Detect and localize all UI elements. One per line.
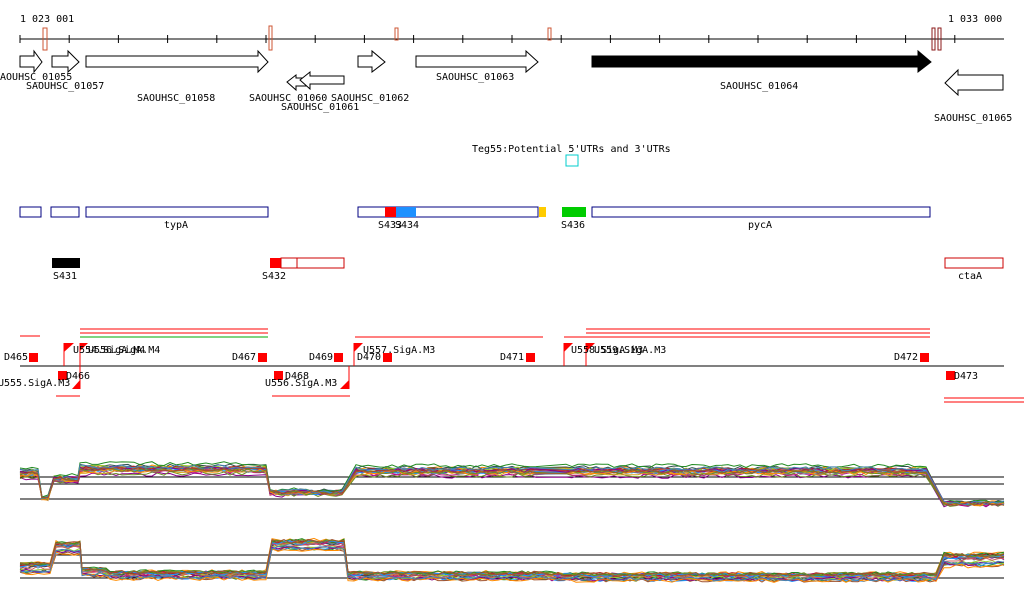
ruler-ticks <box>19 35 956 43</box>
feature-box-typa[interactable] <box>85 206 269 218</box>
feature-label: S436 <box>561 220 585 231</box>
feature-box-pyca[interactable] <box>591 206 931 218</box>
promoter-label: D467 <box>232 352 256 363</box>
feature-box[interactable] <box>50 206 80 218</box>
expression-trace <box>19 538 1005 577</box>
ruler-mark <box>937 27 942 51</box>
expression-trace <box>19 465 1005 506</box>
gene-arrow[interactable] <box>415 49 539 74</box>
expression-plot-lower <box>19 537 1005 583</box>
feature-s433[interactable] <box>385 207 396 217</box>
ruler-end-label: 1 033 000 <box>948 14 1002 25</box>
feature-label: S432 <box>262 271 286 282</box>
gene-label: SAOUHSC_01060 <box>249 93 327 104</box>
promoter-marker[interactable] <box>334 353 343 362</box>
feature-label: ctaA <box>958 271 982 282</box>
ruler-mark <box>42 27 48 51</box>
feature-s432[interactable] <box>270 258 281 268</box>
feature-label: S431 <box>53 271 77 282</box>
expression-trace <box>19 540 1005 577</box>
expression-trace <box>19 545 1005 582</box>
feature-label: S433 <box>378 220 402 231</box>
siga-marker[interactable] <box>72 380 80 389</box>
gene-arrow[interactable] <box>51 49 80 74</box>
promoter-label: D465 <box>4 352 28 363</box>
feature-track: typA S433 S434 S436 pycA <box>19 206 931 231</box>
siga-label: U556.SigA.M3 <box>265 378 337 389</box>
promoter-marker[interactable] <box>258 353 267 362</box>
gene-label: SAOUHSC_01065 <box>934 113 1012 124</box>
coordinate-ruler: 1 023 001 1 033 000 <box>19 14 1004 51</box>
feature-yellow[interactable] <box>539 207 546 217</box>
gene-arrow[interactable] <box>299 70 345 91</box>
gene-arrow-highlighted[interactable] <box>591 49 932 74</box>
expression-trace <box>19 538 1005 577</box>
promoter-marker[interactable] <box>920 353 929 362</box>
ruler-mark <box>547 27 552 41</box>
promoter-marker[interactable] <box>946 371 955 380</box>
promoter-track: D465 D466 D467 D468 D469 D470 D471 D472 … <box>0 328 1024 403</box>
ruler-mark <box>268 25 273 51</box>
utr-box[interactable] <box>565 154 579 167</box>
siga-label: U559.SigA.M3 <box>594 345 666 356</box>
siga-label: U554.SigA.M4 <box>73 345 145 356</box>
gene-label: SAOUHSC_01064 <box>720 81 798 92</box>
feature-box[interactable] <box>280 257 298 269</box>
siga-marker[interactable] <box>80 343 88 351</box>
feature-label: S434 <box>395 220 419 231</box>
ruler-mark <box>931 27 936 51</box>
gene-track: SAOUHSC_01055 SAOUHSC_01057 SAOUHSC_0105… <box>0 49 1012 124</box>
feature-box[interactable] <box>357 206 539 218</box>
gene-arrow[interactable] <box>944 68 1004 97</box>
gene-label: SAOUHSC_01055 <box>0 72 72 83</box>
feature-s431[interactable] <box>52 258 80 268</box>
promoter-label: D466 <box>66 371 90 382</box>
siga-label: U557.SigA.M3 <box>363 345 435 356</box>
gene-label: SAOUHSC_01058 <box>137 93 215 104</box>
feature-box[interactable] <box>296 257 345 269</box>
siga-label: U558.SigA.M3 <box>571 345 643 356</box>
promoter-marker[interactable] <box>29 353 38 362</box>
siga-label: U556.SigA.M4 <box>88 345 160 356</box>
promoter-label: D469 <box>309 352 333 363</box>
feature-label: typA <box>164 220 188 231</box>
siga-label: U555.SigA.M3 <box>0 378 70 389</box>
gene-arrow[interactable] <box>19 49 43 74</box>
siga-marker[interactable] <box>564 343 573 352</box>
siga-marker[interactable] <box>340 380 349 389</box>
expression-trace <box>19 464 1005 506</box>
promoter-marker[interactable] <box>526 353 535 362</box>
promoter-label: D473 <box>954 371 978 382</box>
promoter-marker[interactable] <box>58 371 67 380</box>
feature-label: pycA <box>748 220 772 231</box>
siga-marker[interactable] <box>586 343 595 352</box>
expression-trace <box>19 466 1005 506</box>
promoter-marker[interactable] <box>274 371 283 380</box>
expression-plot-upper <box>19 461 1005 508</box>
gene-arrow[interactable] <box>85 49 269 74</box>
promoter-marker[interactable] <box>383 353 392 362</box>
gene-label: SAOUHSC_01061 <box>281 102 359 113</box>
ruler-mark <box>394 27 399 41</box>
feature-s434[interactable] <box>396 207 416 217</box>
siga-marker[interactable] <box>354 343 363 352</box>
gene-label: SAOUHSC_01063 <box>436 72 514 83</box>
gene-label: SAOUHSC_01057 <box>26 81 104 92</box>
gene-label: SAOUHSC_01062 <box>331 93 409 104</box>
gene-arrow[interactable] <box>357 49 386 74</box>
siga-marker[interactable] <box>64 343 74 352</box>
promoter-label: D471 <box>500 352 524 363</box>
promoter-label: D468 <box>285 371 309 382</box>
feature-box-ctaa[interactable] <box>944 257 1004 269</box>
promoter-label: D472 <box>894 352 918 363</box>
ruler-start-label: 1 023 001 <box>20 14 74 25</box>
feature-box[interactable] <box>19 206 42 218</box>
promoter-label: D470 <box>357 352 381 363</box>
feature-s436[interactable] <box>562 207 586 217</box>
feature-track-2: S431 S432 ctaA <box>52 257 1004 282</box>
utr-track-title: Teg55:Potential 5'UTRs and 3'UTRs <box>472 144 671 155</box>
